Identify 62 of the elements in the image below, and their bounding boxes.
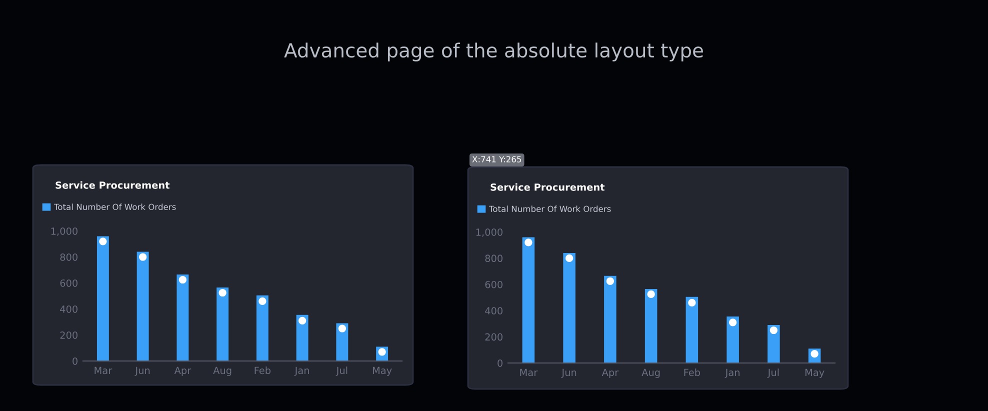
- bar: [563, 252, 576, 363]
- x-tick-label: Apr: [602, 368, 619, 378]
- bar: [604, 276, 616, 363]
- x-tick-label: Mar: [520, 368, 538, 376]
- point: [139, 253, 147, 261]
- x-tick-label: Aug: [213, 366, 232, 376]
- x-tick-label: May: [805, 368, 824, 378]
- y-tick-label: 200: [60, 331, 78, 339]
- bar: [726, 316, 739, 363]
- point: [338, 324, 346, 332]
- x-tick-label: Mar: [94, 366, 112, 374]
- y-tick-label: 0: [498, 359, 502, 367]
- y-tick-label: 200: [485, 333, 502, 341]
- x-tick-label: Aug: [642, 368, 660, 378]
- x-tick-label: Jan: [724, 368, 740, 378]
- x-tick-label: Jul: [336, 366, 348, 376]
- y-tick-label: 800: [485, 254, 502, 262]
- text: Advanced page of the absolute layout type: [284, 42, 703, 62]
- point: [218, 288, 226, 297]
- point: [298, 316, 306, 325]
- x-tick-label: Jul: [767, 368, 779, 378]
- x-tick-label: Jun: [134, 366, 150, 376]
- bar: [216, 288, 229, 361]
- point: [258, 297, 266, 306]
- point: [688, 298, 696, 307]
- legend-label: Total Number Of Work Orders: [488, 206, 611, 212]
- x-tick-label: Apr: [174, 366, 192, 376]
- bar: [644, 288, 658, 363]
- bar: [256, 295, 268, 361]
- chart-title: Service Procurement: [490, 183, 605, 191]
- text: X:741 Y:265: [472, 156, 522, 162]
- point: [729, 318, 737, 326]
- bar: [522, 237, 535, 363]
- chart-title: Service Procurement: [56, 181, 170, 189]
- bar: [686, 296, 698, 363]
- y-tick-label: 800: [60, 253, 78, 261]
- x-tick-label: May: [372, 366, 392, 376]
- point: [647, 290, 655, 298]
- bar: [296, 314, 308, 361]
- point: [99, 238, 107, 246]
- point: [770, 326, 778, 334]
- y-tick-label: 1,000: [476, 228, 502, 237]
- bar: [768, 325, 780, 363]
- x-tick-label: Jan: [294, 366, 309, 376]
- x-tick-label: Jun: [561, 368, 576, 378]
- y-tick-label: 400: [60, 305, 78, 313]
- point: [524, 238, 532, 246]
- bar: [136, 252, 149, 361]
- point: [566, 254, 574, 262]
- y-tick-label: 400: [485, 307, 502, 314]
- y-tick-label: 0: [72, 357, 78, 365]
- y-tick-label: 1,000: [51, 227, 78, 236]
- legend-label: Total Number Of Work Orders: [54, 204, 176, 210]
- bar: [96, 236, 109, 361]
- point: [178, 276, 186, 284]
- bar: [176, 274, 189, 361]
- point: [606, 277, 614, 285]
- y-tick-label: 600: [485, 280, 502, 288]
- bar: [336, 323, 348, 361]
- x-tick-label: Feb: [254, 366, 271, 374]
- y-tick-label: 600: [60, 279, 78, 287]
- x-tick-label: Feb: [684, 368, 700, 376]
